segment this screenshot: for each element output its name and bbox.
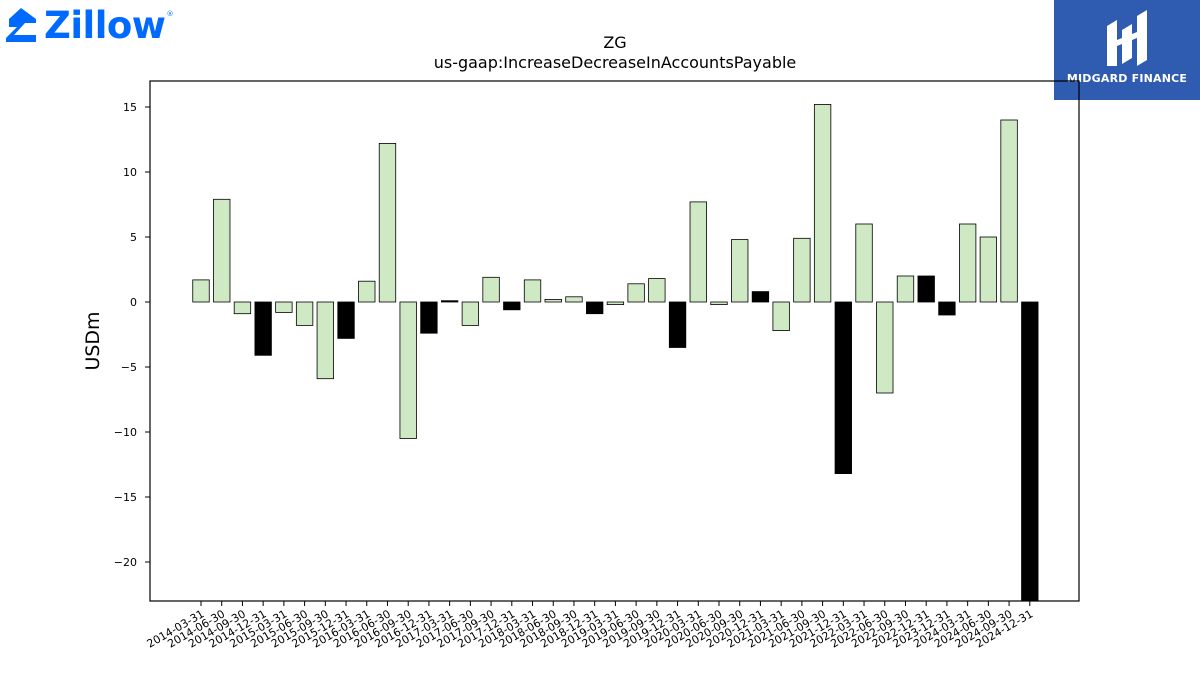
bar-2015-09-30 — [316, 301, 334, 380]
zillow-wordmark: Zillow — [44, 3, 166, 47]
bar-2024-12-31 — [1021, 301, 1039, 602]
midgard-emblem-icon — [1107, 10, 1147, 66]
bar-2019-03-31 — [606, 301, 625, 305]
y-axis-title: USDm — [82, 311, 104, 370]
bar-2021-03-31 — [772, 301, 790, 332]
bar-2017-06-30 — [461, 301, 480, 326]
bar-2016-03-31 — [358, 280, 376, 303]
bar-2018-03-31 — [523, 279, 542, 303]
bar-2014-09-30 — [233, 301, 252, 315]
bar-2020-03-31 — [689, 201, 707, 303]
bar-2022-12-31 — [917, 275, 935, 303]
bar-2014-06-30 — [213, 198, 231, 303]
plot-frame — [149, 80, 1080, 602]
bar-2017-09-30 — [482, 276, 500, 303]
bar-2015-06-30 — [295, 301, 314, 326]
bar-2017-12-31 — [503, 301, 521, 311]
bar-2021-09-30 — [813, 104, 832, 303]
bar-2022-06-30 — [876, 301, 894, 394]
y-axis: −20 −15 −10 −5 0 5 10 15 — [114, 101, 150, 569]
y-tick-label: −10 — [114, 426, 137, 439]
bar-2021-12-31 — [834, 301, 852, 475]
y-tick-label: −15 — [114, 491, 137, 504]
bar-2016-09-30 — [399, 301, 417, 439]
bar-2014-03-31 — [192, 279, 210, 303]
bar-2019-12-31 — [668, 301, 687, 348]
bar-2018-09-30 — [565, 296, 583, 303]
chart-subtitle: us-gaap:IncreaseDecreaseInAccountsPayabl… — [434, 53, 797, 72]
zillow-house-icon — [6, 8, 36, 42]
y-tick-label: 0 — [130, 296, 137, 309]
bar-2023-12-31 — [938, 301, 956, 316]
bar-2020-12-31 — [751, 291, 770, 303]
bar-2015-12-31 — [337, 301, 355, 339]
y-tick-label: 10 — [123, 166, 137, 179]
bar-series — [192, 104, 1039, 602]
bar-2018-12-31 — [586, 301, 604, 315]
bar-2024-06-30 — [979, 236, 998, 303]
bar-2019-06-30 — [627, 283, 645, 303]
y-tick-label: 5 — [130, 231, 137, 244]
midgard-finance-logo: MIDGARD FINANCE — [1054, 0, 1200, 100]
midgard-brand-text: MIDGARD FINANCE — [1066, 72, 1188, 85]
bar-2016-06-30 — [378, 142, 397, 303]
x-axis: 2014-03-312014-06-302014-09-302014-12-31… — [145, 601, 1035, 651]
zillow-logo: Zillow ® — [4, 4, 173, 46]
bar-2024-03-31 — [958, 223, 977, 303]
bar-2018-06-30 — [544, 298, 562, 303]
bar-2022-03-31 — [855, 223, 873, 303]
bar-2021-06-30 — [793, 237, 811, 303]
y-tick-label: 15 — [123, 101, 137, 114]
bar-2016-12-31 — [420, 301, 438, 334]
bar-2015-03-31 — [275, 301, 293, 313]
y-tick-label: −20 — [114, 556, 137, 569]
registered-mark: ® — [166, 10, 174, 18]
bar-2024-09-30 — [1000, 119, 1018, 303]
bar-2020-09-30 — [731, 239, 749, 303]
bar-2019-09-30 — [648, 278, 666, 303]
bar-2017-03-31 — [440, 300, 459, 303]
bar-2014-12-31 — [254, 301, 272, 356]
chart-title: ZG — [603, 33, 626, 52]
bar-2022-09-30 — [896, 275, 915, 303]
bar-2020-06-30 — [710, 301, 728, 305]
y-tick-label: −5 — [121, 361, 137, 374]
